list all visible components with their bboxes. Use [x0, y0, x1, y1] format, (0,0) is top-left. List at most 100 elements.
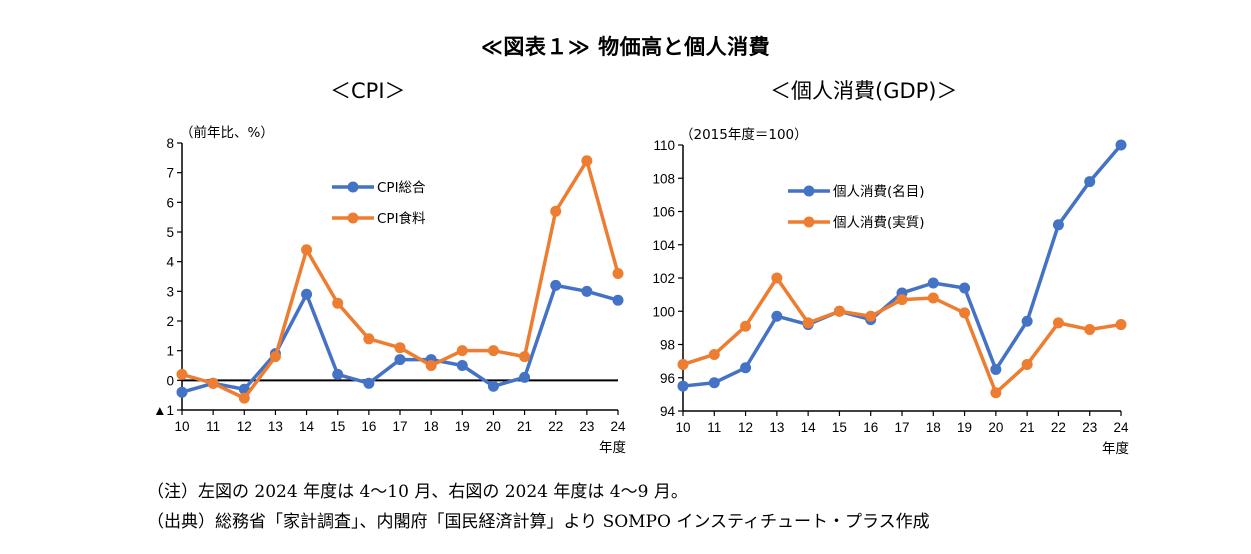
data-point-0	[363, 377, 375, 389]
legend-label: 個人消費(実質)	[833, 215, 925, 231]
legend-swatch-marker	[347, 212, 359, 224]
y-tick-label: 4	[166, 255, 174, 270]
data-point-0	[959, 282, 971, 294]
source-text: （出典）総務省「家計調査」、内閣府「国民経済計算」より SOMPO インスティチ…	[147, 512, 930, 532]
data-point-1	[1115, 319, 1127, 331]
x-tick-label: 13	[268, 419, 283, 434]
y-tick-label: 5	[166, 225, 174, 240]
x-tick-label: 23	[579, 419, 594, 434]
x-tick-label: 18	[926, 420, 941, 435]
data-point-0	[990, 363, 1002, 375]
x-tick-label: 24	[610, 419, 626, 434]
data-point-1	[550, 205, 562, 217]
data-point-1	[301, 244, 313, 256]
data-point-1	[394, 342, 406, 354]
x-tick-label: 20	[486, 419, 501, 434]
data-point-0	[740, 362, 752, 374]
data-point-1	[990, 387, 1002, 399]
data-point-0	[176, 386, 188, 398]
data-point-1	[959, 307, 971, 319]
data-point-0	[1084, 176, 1096, 188]
data-point-1	[238, 392, 250, 404]
data-point-0	[550, 279, 562, 291]
data-point-0	[487, 380, 499, 392]
legend-label: CPI総合	[377, 180, 426, 196]
legend-label: CPI食料	[377, 210, 426, 227]
x-tick-label: 12	[237, 419, 252, 434]
y-axis-label: （2015年度＝100）	[680, 127, 808, 143]
data-point-1	[269, 351, 281, 363]
data-point-0	[927, 277, 939, 289]
x-tick-label: 21	[517, 419, 532, 434]
data-point-1	[176, 368, 188, 380]
y-tick-label: 104	[652, 238, 675, 253]
data-point-1	[332, 297, 344, 309]
consumption-chart: 94 96 98 100 102 104 106 108 110 10 11 12 13 14 15 16 17…	[652, 127, 1129, 456]
x-tick-label: 10	[174, 419, 189, 434]
data-point-1	[896, 294, 908, 306]
x-tick-label: 19	[957, 420, 972, 435]
y-tick-label: 2	[166, 314, 174, 329]
series-line-0	[682, 143, 1123, 388]
y-tick-label: 100	[652, 304, 675, 319]
data-point-0	[677, 380, 689, 392]
y-tick-label: 3	[166, 284, 174, 299]
data-point-1	[708, 348, 720, 360]
data-point-0	[708, 377, 720, 389]
legend-swatch-marker	[803, 185, 815, 197]
consumption-chart-title: ＜個人消費(GDP)＞	[770, 79, 958, 103]
data-point-0	[332, 368, 344, 380]
data-point-1	[927, 292, 939, 304]
x-tick-label: 14	[299, 419, 315, 434]
x-tick-label: 16	[863, 420, 878, 435]
data-point-1	[487, 345, 499, 357]
data-point-0	[301, 288, 313, 300]
data-point-1	[771, 272, 783, 284]
data-point-0	[456, 360, 468, 371]
x-tick-label: 16	[361, 419, 376, 434]
y-tick-label: 7	[166, 166, 174, 181]
x-tick-label: 11	[707, 420, 721, 435]
series-line-0	[181, 283, 619, 394]
data-point-1	[425, 360, 437, 371]
legend-label: 個人消費(名目)	[833, 184, 925, 200]
cpi-chart-title: ＜CPI＞	[330, 79, 406, 103]
data-point-1	[1052, 317, 1064, 329]
data-point-1	[865, 310, 877, 322]
data-point-1	[363, 333, 375, 345]
y-tick-label: 106	[652, 205, 675, 220]
y-tick-label: 94	[660, 404, 676, 419]
y-tick-label: 108	[652, 171, 675, 186]
x-tick-label: 17	[392, 419, 407, 434]
x-tick-label: 11	[206, 419, 220, 434]
x-tick-label: 22	[548, 419, 563, 434]
data-point-1	[1021, 358, 1033, 370]
data-point-1	[833, 305, 845, 317]
data-point-0	[1115, 139, 1127, 151]
data-point-1	[207, 377, 219, 389]
x-tick-label: 17	[894, 420, 909, 435]
x-axis-label: 年度	[599, 440, 626, 455]
x-tick-label: 15	[832, 420, 847, 435]
data-point-1	[612, 268, 624, 280]
y-tick-label: ▲1	[153, 403, 174, 418]
data-point-1	[519, 351, 531, 363]
y-tick-label: 6	[166, 195, 174, 210]
x-tick-label: 18	[424, 419, 439, 434]
data-point-1	[1084, 324, 1096, 336]
data-point-0	[581, 285, 593, 297]
legend-swatch-marker	[803, 216, 815, 228]
data-point-1	[802, 317, 814, 329]
x-tick-label: 20	[988, 420, 1003, 435]
data-point-1	[581, 155, 593, 167]
y-tick-label: 96	[660, 371, 675, 386]
x-tick-label: 15	[330, 419, 345, 434]
figure-title: ≪図表１≫ 物価高と個人消費	[480, 35, 771, 59]
y-axis-label: （前年比、%）	[180, 124, 274, 141]
legend-swatch-marker	[347, 181, 359, 193]
data-point-0	[612, 294, 624, 306]
data-point-0	[1052, 219, 1064, 231]
x-tick-label: 24	[1113, 420, 1129, 435]
x-axis-label: 年度	[1102, 441, 1129, 456]
x-tick-label: 12	[738, 420, 753, 435]
